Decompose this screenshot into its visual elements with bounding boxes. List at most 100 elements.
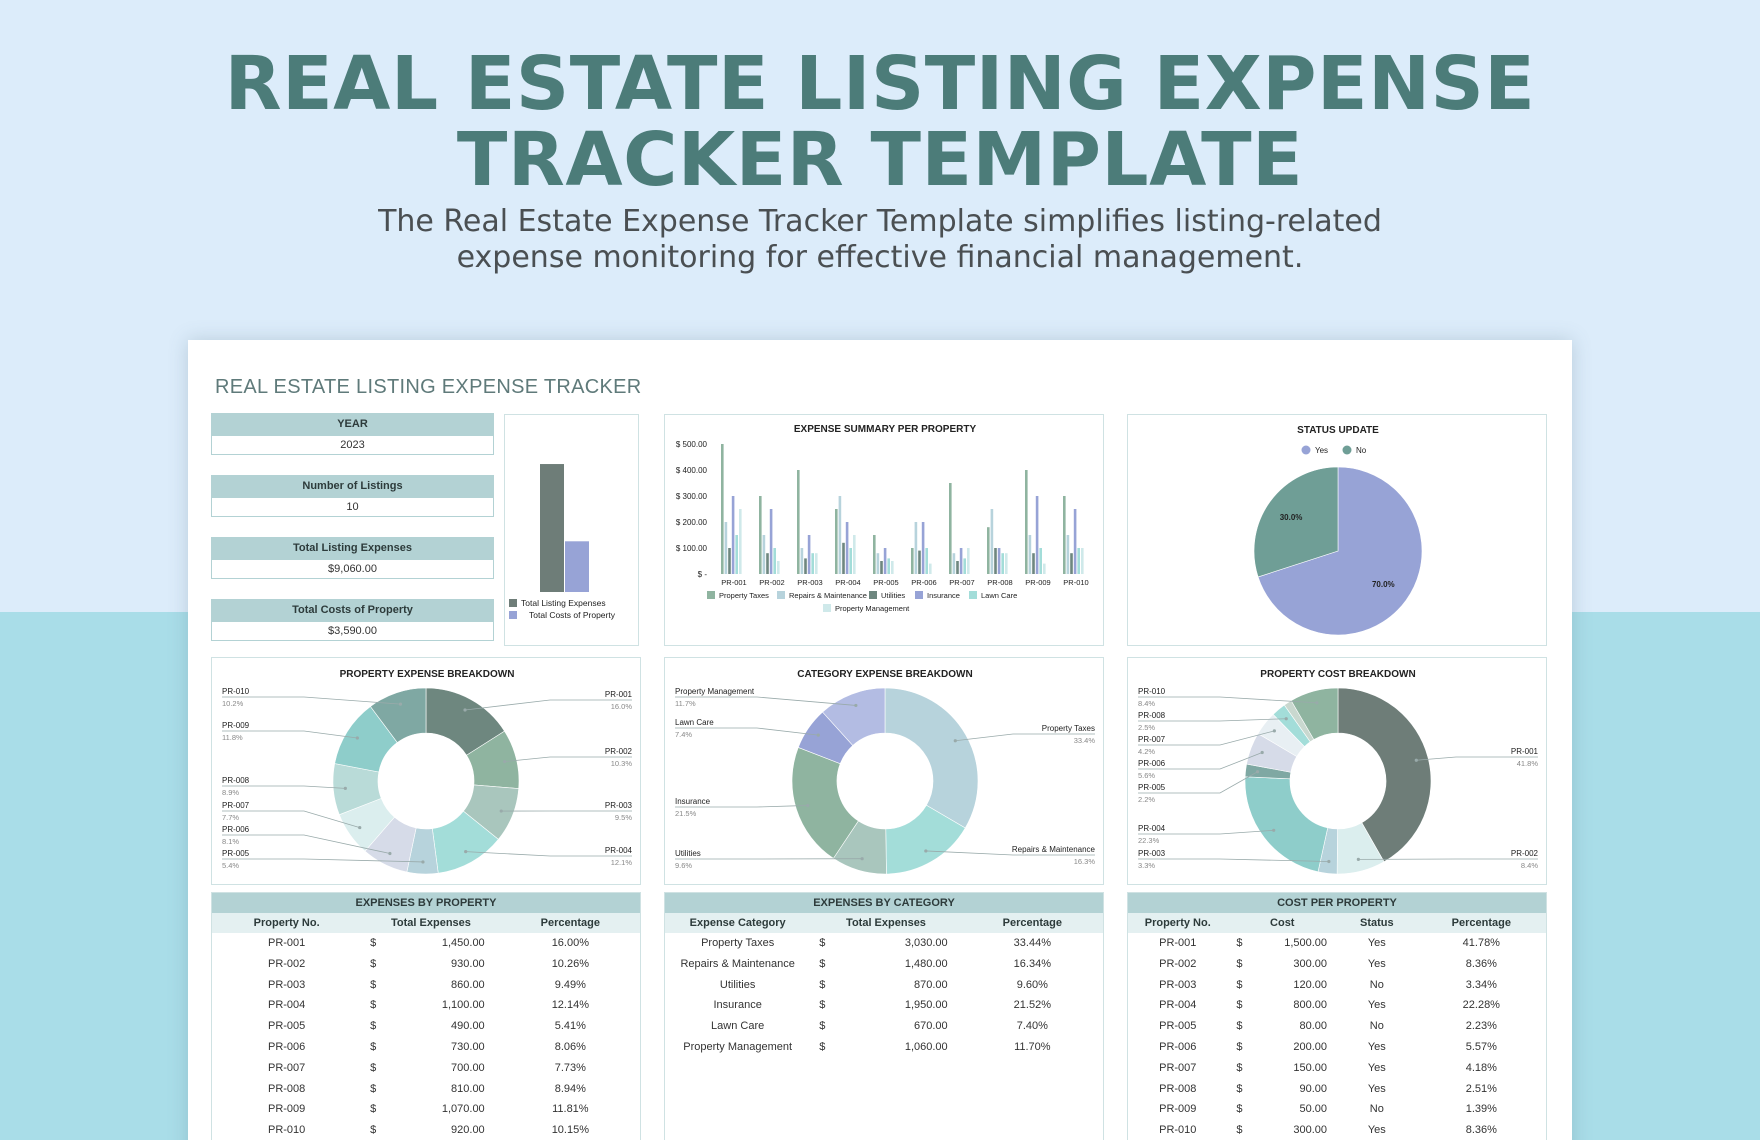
table-cell[interactable]: 8.06% [554, 1040, 586, 1053]
table-cell[interactable]: $ [819, 978, 826, 991]
table-cell[interactable]: 7.73% [554, 1061, 586, 1074]
table-cell[interactable]: $ [1236, 1103, 1243, 1116]
table-cell[interactable]: PR-002 [267, 957, 306, 970]
table-cell[interactable]: $ [819, 957, 826, 970]
property-breakdown-panel[interactable]: PROPERTY EXPENSE BREAKDOWN PR-010 10.2% PR-… [211, 657, 641, 885]
table-cell[interactable]: No [1369, 1103, 1384, 1116]
table-cell[interactable]: 16.34% [1013, 957, 1051, 970]
table-cell[interactable]: 300.00 [1293, 957, 1328, 970]
table-cell[interactable]: PR-007 [1159, 1061, 1197, 1074]
table-cell[interactable]: PR-010 [267, 1124, 306, 1137]
table-cell[interactable]: Yes [1367, 1061, 1386, 1074]
table-cell[interactable]: PR-008 [267, 1082, 306, 1095]
table-cell[interactable]: 33.44% [1013, 937, 1051, 949]
table-cell[interactable]: $ [370, 1020, 377, 1033]
status-chart-panel[interactable]: STATUS UPDATE Yes No 70.0% 30.0% [1127, 414, 1547, 646]
table-cell[interactable]: $ [1236, 1020, 1243, 1033]
table-cell[interactable]: 920.00 [451, 1124, 485, 1137]
table-cell[interactable]: 1,950.00 [904, 999, 948, 1012]
table-cell[interactable]: Yes [1367, 1040, 1386, 1053]
table-cell[interactable]: PR-003 [267, 978, 306, 991]
table-cell[interactable]: 8.36% [1465, 1124, 1497, 1137]
table-cell[interactable]: PR-006 [1159, 1040, 1197, 1053]
table-cell[interactable]: $ [1236, 999, 1243, 1012]
table-cell[interactable]: PR-001 [267, 937, 306, 949]
table-cell[interactable]: PR-002 [1159, 957, 1197, 970]
table-cell[interactable]: 730.00 [451, 1040, 485, 1053]
table-cell[interactable]: PR-004 [1159, 999, 1197, 1012]
table-cell[interactable]: 810.00 [451, 1082, 485, 1095]
table-cell[interactable]: Yes [1367, 957, 1386, 970]
category-breakdown-panel[interactable]: CATEGORY EXPENSE BREAKDOWN Property Manag… [664, 657, 1104, 885]
table-cell[interactable]: PR-008 [1159, 1082, 1197, 1095]
table-cell[interactable]: PR-003 [1159, 978, 1197, 991]
table-cell[interactable]: $ [370, 978, 377, 991]
table-cell[interactable]: 3.34% [1465, 978, 1497, 991]
table-cell[interactable]: $ [370, 999, 377, 1012]
table-cell[interactable]: 10.26% [551, 957, 589, 970]
table-cell[interactable]: $ [819, 999, 826, 1012]
table-cell[interactable]: $ [370, 1124, 377, 1137]
table-cell[interactable]: 3,030.00 [904, 937, 948, 949]
table-cell[interactable]: 930.00 [451, 957, 485, 970]
table-cell[interactable]: $ [370, 1103, 377, 1116]
table-cell[interactable]: Yes [1367, 1082, 1386, 1095]
table-cell[interactable]: 5.57% [1465, 1040, 1497, 1053]
table-cell[interactable]: $ [819, 937, 826, 949]
kpi-value[interactable]: $9,060.00 [211, 559, 494, 579]
table-cell[interactable]: 4.18% [1465, 1061, 1497, 1074]
cost-breakdown-panel[interactable]: PROPERTY COST BREAKDOWN PR-010 8.4% PR-008 2… [1127, 657, 1547, 885]
table-cell[interactable]: PR-007 [267, 1061, 306, 1074]
table-cell[interactable]: 700.00 [451, 1061, 485, 1074]
table-cell[interactable]: $ [370, 1061, 377, 1074]
table-cell[interactable]: 80.00 [1299, 1020, 1328, 1033]
table-cell[interactable]: Utilities [719, 978, 756, 991]
table-cell[interactable]: 11.70% [1014, 1040, 1051, 1053]
table-cell[interactable]: 41.78% [1462, 937, 1500, 949]
table-cell[interactable]: 5.41% [554, 1020, 586, 1033]
table-cell[interactable]: 12.14% [551, 999, 589, 1012]
table-cell[interactable]: 10.15% [551, 1124, 589, 1137]
table-cell[interactable]: 1,480.00 [904, 957, 948, 970]
table-cell[interactable]: 200.00 [1293, 1040, 1328, 1053]
table-cell[interactable]: 1,450.00 [441, 937, 485, 949]
kpi-value[interactable]: 10 [211, 497, 494, 517]
table-cell[interactable]: $ [370, 1082, 377, 1095]
table-cell[interactable]: PR-004 [267, 999, 306, 1012]
table-cell[interactable]: 1,500.00 [1284, 937, 1328, 949]
table-cell[interactable]: Repairs & Maintenance [680, 957, 795, 970]
kpi-value[interactable]: 2023 [211, 435, 494, 455]
table-cell[interactable]: PR-005 [1159, 1020, 1197, 1033]
table-cell[interactable]: 870.00 [914, 978, 948, 991]
table-cell[interactable]: 1,100.00 [441, 999, 485, 1012]
table-cell[interactable]: PR-010 [1159, 1124, 1197, 1137]
table-cell[interactable]: PR-005 [267, 1020, 306, 1033]
table-cell[interactable]: $ [370, 1040, 377, 1053]
table-cell[interactable]: 150.00 [1293, 1061, 1328, 1074]
table-cell[interactable]: $ [819, 1020, 826, 1033]
table-cell[interactable]: 7.40% [1016, 1020, 1048, 1033]
table-cell[interactable]: $ [1236, 957, 1243, 970]
table-cell[interactable]: 1.39% [1465, 1103, 1497, 1116]
table-cell[interactable]: 1,060.00 [904, 1040, 948, 1053]
table-cell[interactable]: 9.60% [1016, 978, 1048, 991]
table-cell[interactable]: 22.28% [1462, 999, 1500, 1012]
table-cell[interactable]: 120.00 [1293, 978, 1328, 991]
table-cell[interactable]: 860.00 [451, 978, 485, 991]
table-cell[interactable]: No [1369, 1020, 1384, 1033]
table-cell[interactable]: Yes [1367, 999, 1386, 1012]
table-cell[interactable]: 2.51% [1465, 1082, 1497, 1095]
table-cell[interactable]: 9.49% [554, 978, 586, 991]
kpi-value[interactable]: $3,590.00 [211, 621, 494, 641]
table-cell[interactable]: 11.81% [552, 1103, 589, 1116]
table-cell[interactable]: 16.00% [551, 937, 589, 949]
table-cell[interactable]: 670.00 [914, 1020, 948, 1033]
table-cell[interactable]: $ [819, 1040, 826, 1053]
totals-chart-panel[interactable]: Total Listing Expenses Total Costs of Pro… [504, 414, 639, 646]
table-cell[interactable]: 300.00 [1293, 1124, 1328, 1137]
table-cell[interactable]: $ [370, 937, 377, 949]
table-cell[interactable]: $ [1236, 1040, 1243, 1053]
table-cell[interactable]: $ [1236, 1124, 1243, 1137]
table-cell[interactable]: $ [1236, 978, 1243, 991]
table-cell[interactable]: $ [1236, 1082, 1243, 1095]
